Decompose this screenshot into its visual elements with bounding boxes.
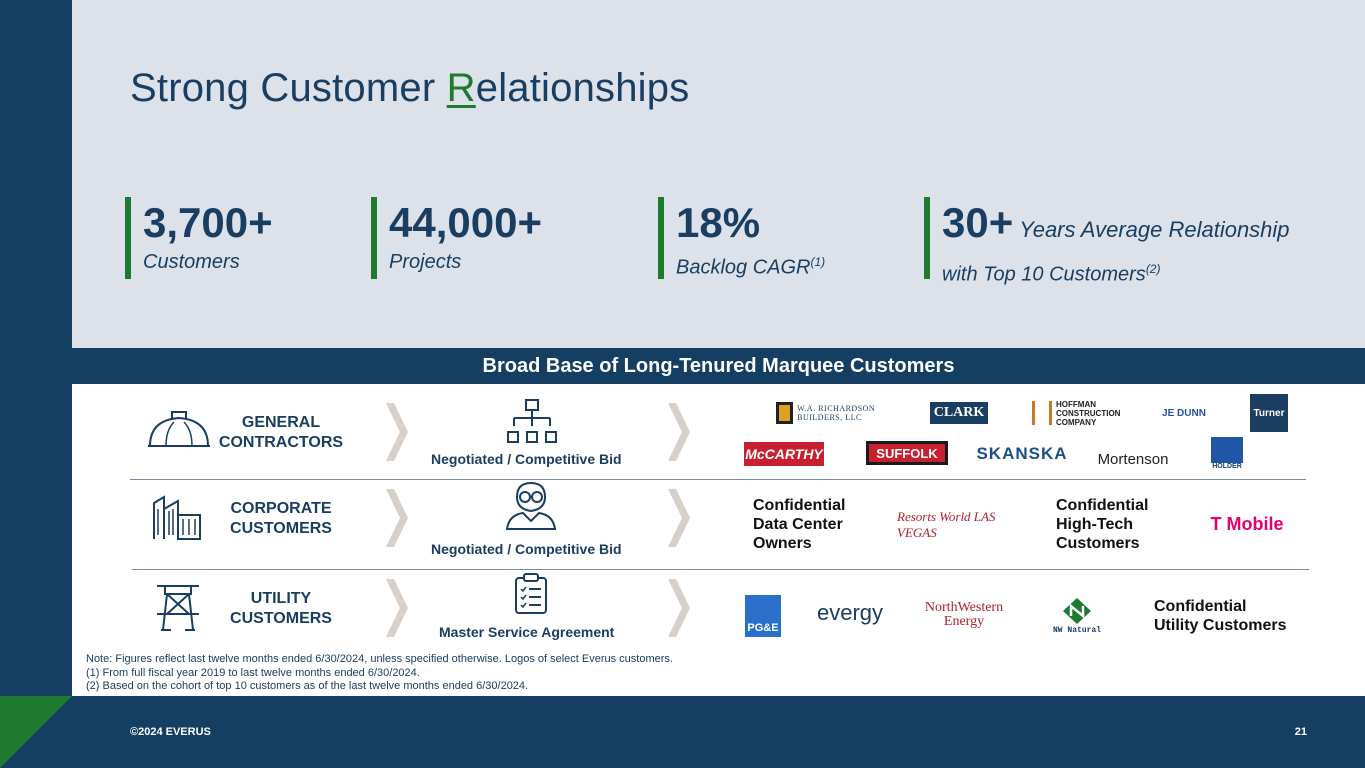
clipboard-checklist-icon (515, 573, 547, 614)
stat-label: Backlog CAGR(1) (676, 249, 825, 281)
logo-text: HOFFMAN CONSTRUCTION COMPANY (1056, 399, 1121, 427)
title-accent-letter: R (446, 66, 476, 110)
chevron-arrow-icon (386, 403, 408, 461)
note-line: (2) Based on the cohort of top 10 custom… (86, 680, 529, 692)
engagement-method-label: Master Service Agreement (439, 624, 615, 640)
mccarthy-logo: McCARTHY (744, 442, 824, 466)
confidential-high-tech-customers: Confidential High-Tech Customers (1056, 497, 1149, 552)
row-divider (132, 569, 1309, 570)
header-panel (72, 0, 1365, 348)
nw-natural-mark-icon (1063, 597, 1091, 624)
chevron-arrow-icon (668, 579, 690, 637)
chevron-arrow-icon (386, 579, 408, 637)
engagement-method-label: Negotiated / Competitive Bid (431, 451, 622, 467)
clark-logo: CLARK (930, 402, 988, 424)
resorts-world-logo: Resorts World LAS VEGAS (897, 509, 996, 540)
page-number: 21 (1294, 726, 1307, 738)
stat-relationship-years: 30+ Years Average Relationship with Top 1… (924, 197, 1290, 286)
footnotes: Note: Figures reflect last twelve months… (86, 653, 673, 694)
stat-label-text: Backlog CAGR (676, 256, 811, 279)
stat-backlog-cagr: 18% Backlog CAGR(1) (658, 197, 825, 279)
stat-label: Projects (389, 251, 462, 273)
holder-logo: HOLDER (1208, 434, 1246, 472)
hard-hat-icon (148, 411, 210, 447)
section-band: Broad Base of Long-Tenured Marquee Custo… (72, 348, 1365, 384)
footnote-marker: (2) (1145, 262, 1161, 276)
stat-value: 30+ (942, 199, 1014, 246)
chevron-arrow-icon (668, 403, 690, 461)
chevron-arrow-icon (386, 489, 408, 547)
t-mobile-logo: T Mobile (1210, 513, 1284, 534)
jedunn-logo: JE DUNN (1162, 407, 1206, 419)
mortenson-logo: Mortenson (1097, 451, 1169, 468)
engagement-method-label: Negotiated / Competitive Bid (431, 541, 622, 557)
businessperson-icon (505, 481, 557, 530)
hoffman-mark-icon (1032, 401, 1052, 425)
richardson-logo: W.A. RICHARDSON BUILDERS, LLC (776, 399, 898, 427)
stat-value: 18% (676, 199, 761, 246)
category-label: UTILITY CUSTOMERS (230, 590, 332, 627)
row-divider (130, 479, 1306, 480)
copyright-text: ©2024 EVERUS (130, 726, 211, 738)
footnote-marker: (1) (810, 255, 826, 269)
left-accent-bar (0, 0, 72, 696)
logo-text: NW Natural (1052, 625, 1101, 635)
note-line: Note: Figures reflect last twelve months… (86, 653, 673, 665)
logo-text: HOLDER (1212, 462, 1242, 470)
chevron-arrow-icon (668, 489, 690, 547)
confidential-data-center-owners: Confidential Data Center Owners (753, 497, 846, 552)
org-chart-icon (507, 399, 557, 443)
transmission-tower-icon (157, 585, 199, 631)
logo-text: W.A. RICHARDSON BUILDERS, LLC (797, 404, 876, 422)
pge-logo: PG&E (745, 595, 781, 637)
suffolk-logo: SUFFOLK (866, 441, 948, 465)
nw-natural-logo: NW Natural (1046, 592, 1108, 638)
skanska-logo: SKANSKA (976, 444, 1068, 463)
stat-value: 44,000+ (389, 199, 542, 246)
footer-corner-accent (0, 696, 72, 768)
stat-label: Customers (143, 251, 240, 273)
footer-bar (0, 696, 1365, 768)
stat-label: with Top 10 Customers(2) (942, 256, 1290, 288)
stat-value: 3,700+ (143, 199, 273, 246)
holder-mark-icon (1211, 436, 1243, 463)
stat-projects: 44,000+ Projects (371, 197, 542, 279)
title-suffix: elationships (475, 66, 690, 110)
stat-label-text: with Top 10 Customers (942, 263, 1146, 286)
confidential-utility-customers: Confidential Utility Customers (1154, 598, 1287, 634)
hoffman-logo: HOFFMAN CONSTRUCTION COMPANY (1032, 399, 1128, 427)
note-line: (1) From full fiscal year 2019 to last t… (86, 666, 420, 679)
stat-inline-label: Years Average Relationship (1019, 217, 1290, 242)
northwestern-energy-logo: NorthWestern Energy (924, 600, 1004, 629)
stat-customers: 3,700+ Customers (125, 197, 273, 279)
title-prefix: Strong Customer (130, 66, 447, 110)
category-label: GENERAL CONTRACTORS (218, 414, 344, 451)
richardson-mark-icon (776, 402, 794, 424)
turner-logo: Turner (1250, 394, 1288, 432)
office-buildings-icon (153, 495, 201, 540)
evergy-logo: evergy (816, 600, 884, 625)
category-label: CORPORATE CUSTOMERS (230, 500, 332, 537)
page-title: Strong Customer Relationships (130, 66, 689, 111)
